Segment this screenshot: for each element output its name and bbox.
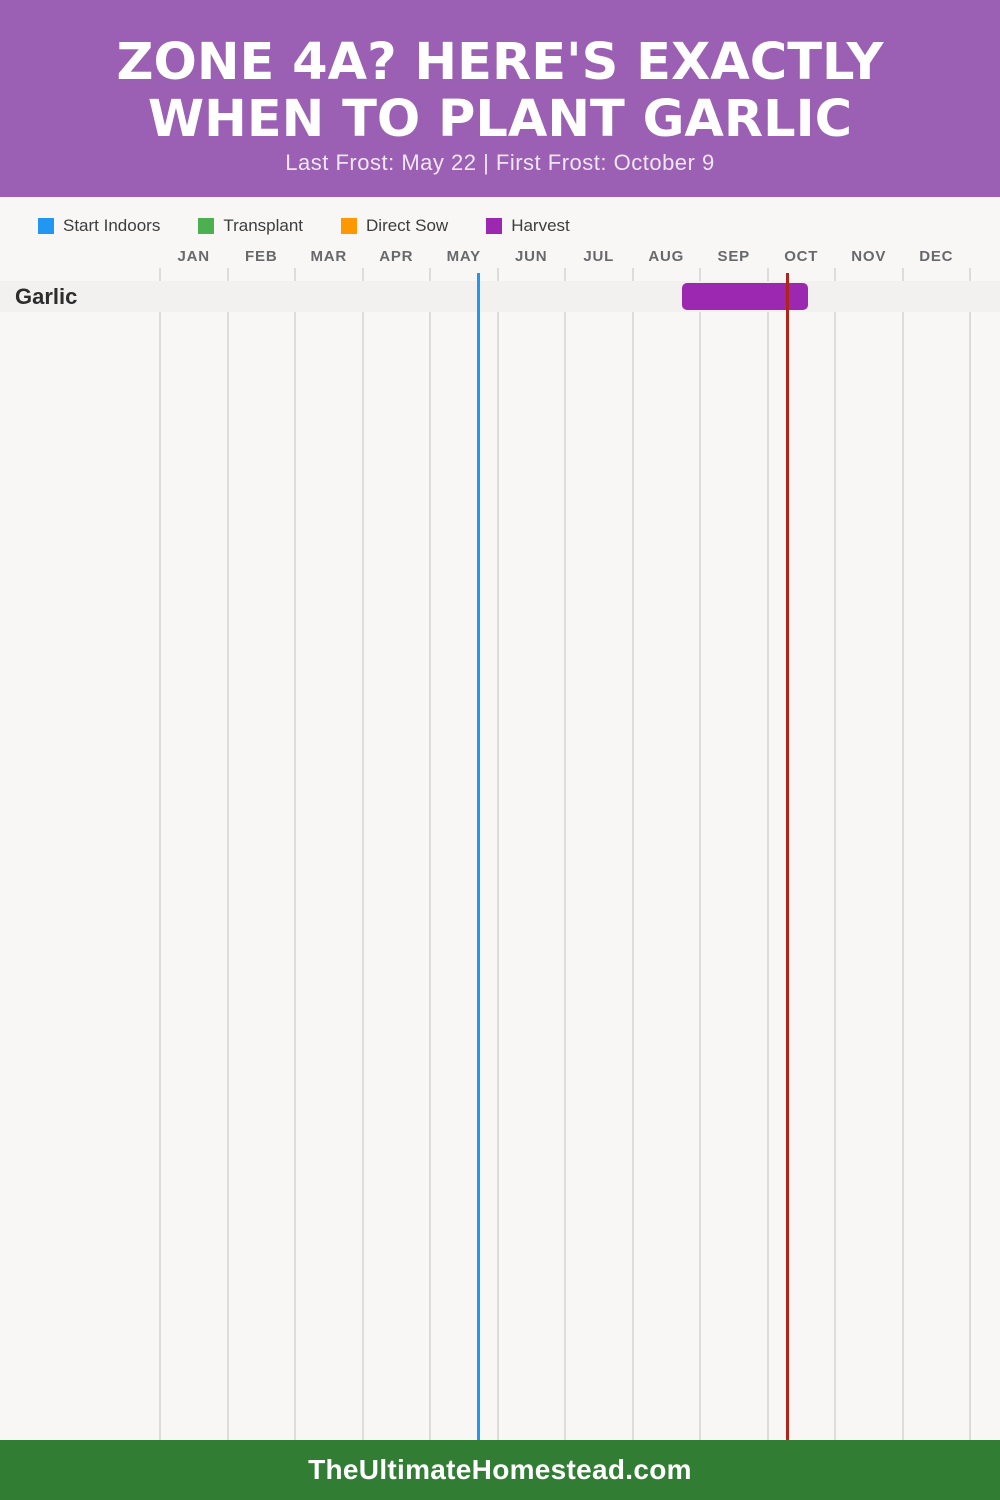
legend: Start Indoors Transplant Direct Sow Harv… <box>38 214 570 238</box>
month-label-feb: FEB <box>245 248 278 265</box>
legend-label: Direct Sow <box>366 216 449 235</box>
legend-item-harvest: Harvest <box>486 216 570 236</box>
month-axis: JAN FEB MAR APR MAY JUN JUL AUG SEP OCT … <box>160 248 970 266</box>
last-frost-line <box>477 273 481 1440</box>
month-gridline <box>766 268 769 1440</box>
month-label-aug: AUG <box>648 248 685 265</box>
month-label-jul: JUL <box>583 248 615 265</box>
month-label-may: MAY <box>446 248 481 265</box>
month-label-oct: OCT <box>784 248 819 265</box>
page-title-line2: WHEN TO PLANT GARLIC <box>147 90 853 149</box>
legend-label: Harvest <box>511 216 570 235</box>
harvest-swatch-icon <box>486 218 503 234</box>
month-gridline <box>901 268 904 1440</box>
page-title-line1: ZONE 4A? HERE'S EXACTLY <box>116 33 884 92</box>
month-gridline <box>699 268 701 1440</box>
month-label-mar: MAR <box>310 248 348 265</box>
month-label-nov: NOV <box>851 248 887 265</box>
month-label-apr: APR <box>379 248 414 265</box>
month-gridline <box>834 268 836 1440</box>
legend-item-transplant: Transplant <box>198 216 303 236</box>
month-label-dec: DEC <box>919 248 954 265</box>
legend-label: Start Indoors <box>63 216 161 235</box>
month-gridline <box>429 268 431 1440</box>
frost-dates-subtitle: Last Frost: May 22 | First Frost: Octobe… <box>285 150 715 175</box>
first-frost-line <box>786 273 790 1440</box>
month-gridline <box>159 268 161 1440</box>
website-url: TheUltimateHomestead.com <box>308 1454 692 1485</box>
month-gridline <box>226 268 229 1440</box>
month-gridline <box>969 268 971 1440</box>
month-gridline <box>294 268 296 1440</box>
month-label-jun: JUN <box>515 248 548 265</box>
footer-banner: TheUltimateHomestead.com <box>0 1440 1000 1500</box>
header-banner: ZONE 4A? HERE'S EXACTLY WHEN TO PLANT GA… <box>0 0 1000 197</box>
legend-item-start-indoors: Start Indoors <box>38 216 160 236</box>
planting-calendar-chart: Garlic <box>0 268 1000 1440</box>
legend-label: Transplant <box>223 216 304 235</box>
month-gridline <box>564 268 566 1440</box>
month-label-sep: SEP <box>717 248 750 265</box>
direct-sow-swatch-icon <box>341 218 358 234</box>
legend-item-direct-sow: Direct Sow <box>341 216 448 236</box>
month-gridline <box>631 268 634 1440</box>
page-title: ZONE 4A? HERE'S EXACTLY WHEN TO PLANT GA… <box>117 34 884 148</box>
table-row-garlic: Garlic <box>0 281 1000 312</box>
crop-label-garlic: Garlic <box>15 283 78 309</box>
transplant-swatch-icon <box>198 218 215 234</box>
month-label-jan: JAN <box>177 248 210 265</box>
month-gridline <box>361 268 364 1440</box>
month-gridline <box>496 268 499 1440</box>
start-indoors-swatch-icon <box>38 218 54 234</box>
